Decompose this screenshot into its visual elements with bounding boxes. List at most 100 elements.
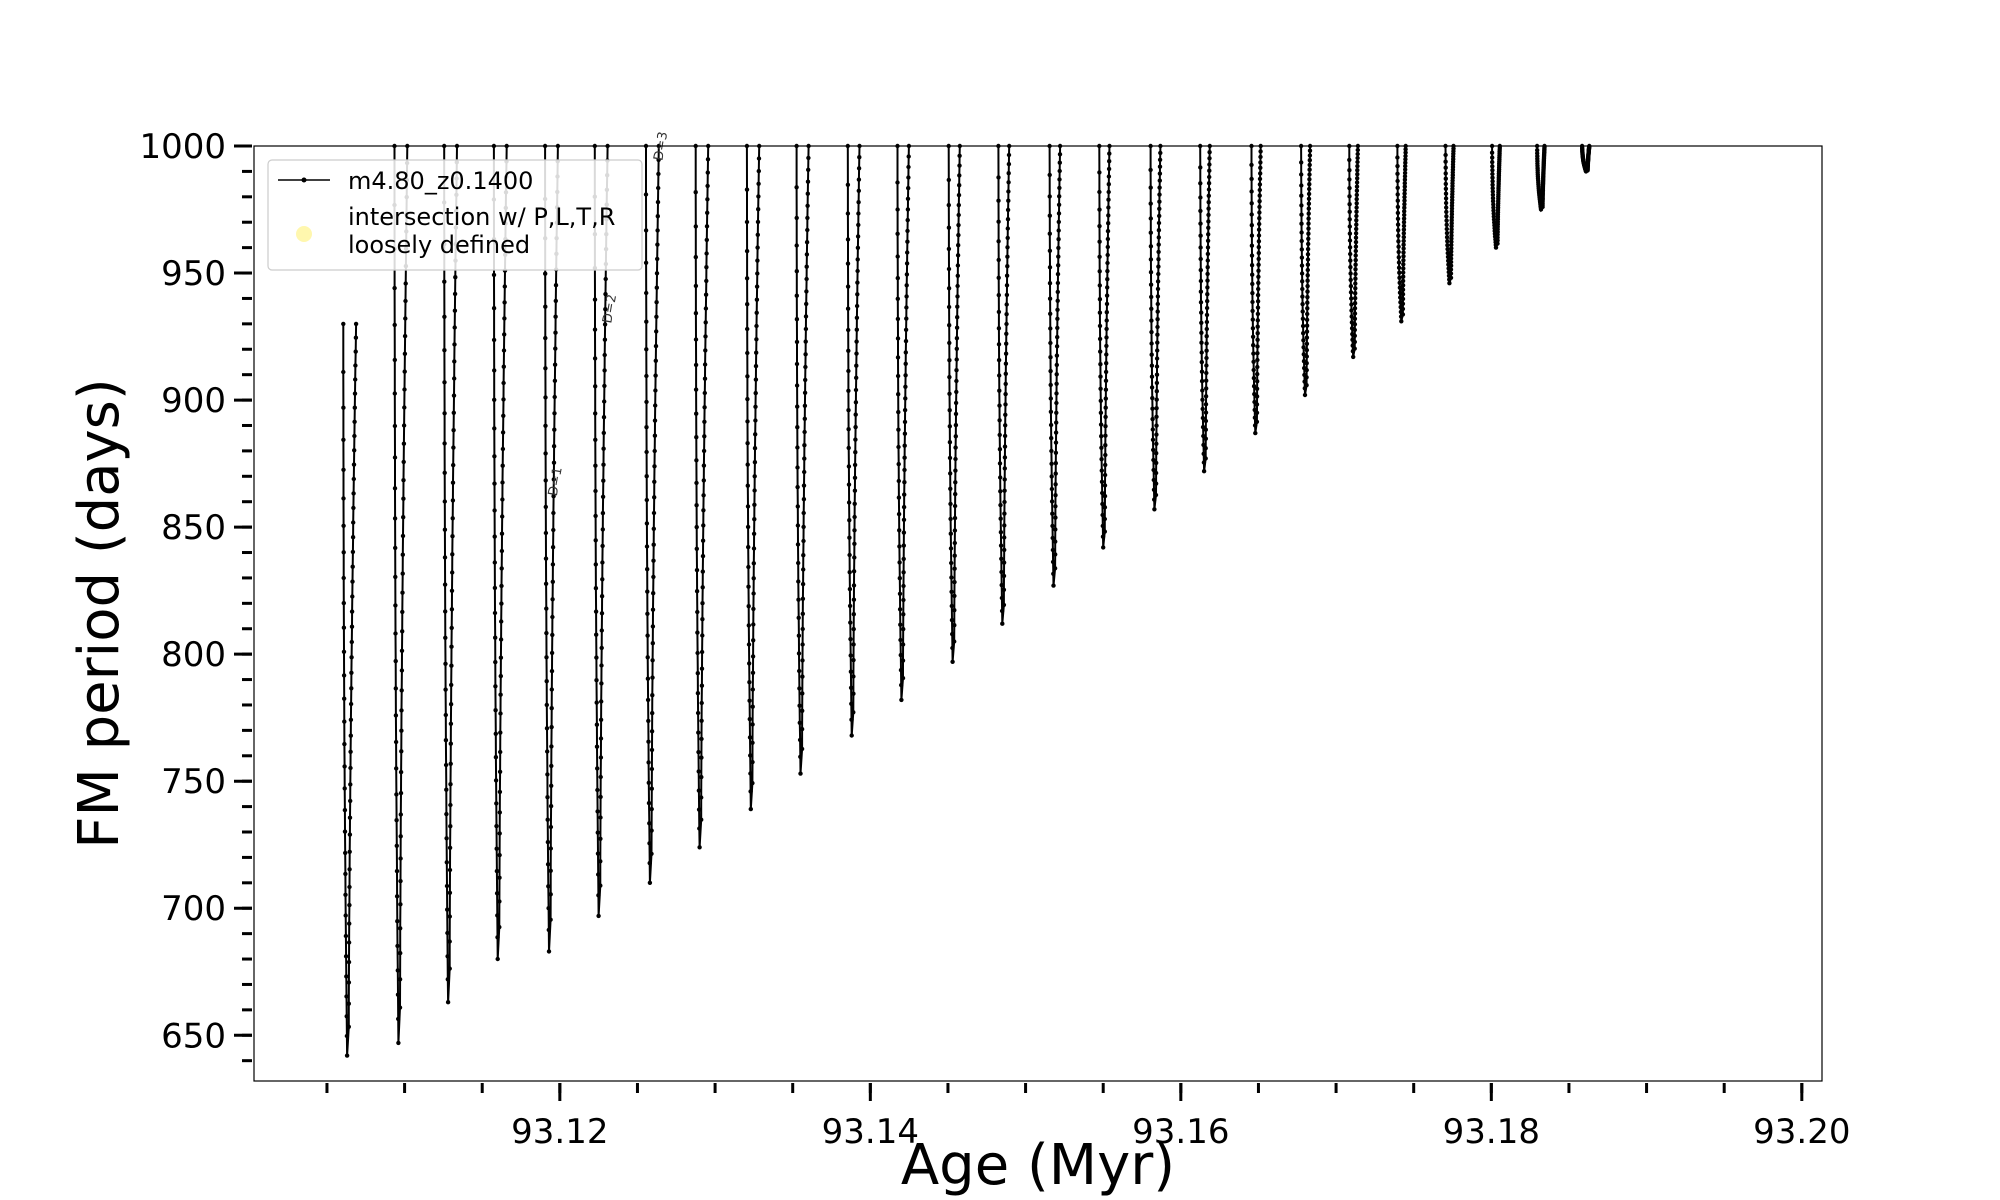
data-point [1005,254,1010,259]
data-point [1103,378,1109,383]
data-point [1395,204,1401,210]
data-point [1148,167,1153,173]
data-point [853,400,859,405]
data-point [699,817,704,822]
data-point [552,378,558,383]
data-point [1056,237,1061,242]
data-point [1006,180,1011,185]
data-point [1256,280,1261,286]
data-point [1445,250,1451,256]
data-point [1255,292,1261,298]
data-point [655,242,660,247]
data-point [1401,254,1406,259]
data-point [1395,163,1400,169]
data-point [755,271,760,276]
data-point [1201,442,1206,448]
data-point [1251,359,1256,364]
data-point [699,736,704,742]
data-point [856,211,861,216]
data-point [1251,367,1256,373]
data-point [1347,238,1353,243]
data-point [1255,357,1260,363]
data-point [997,432,1002,438]
data-point [999,582,1004,588]
data-point [493,659,498,665]
data-point [694,458,699,463]
data-point [853,424,858,430]
data-point [1307,158,1313,163]
data-point [402,369,407,374]
data-point [1105,268,1110,274]
data-point [699,795,704,800]
data-point [1402,191,1407,196]
data-point [1403,160,1408,165]
data-point [1048,326,1053,331]
x-tick-label: 93.12 [511,1112,608,1152]
data-point [1102,505,1108,510]
data-point [703,292,709,297]
data-point [746,642,752,647]
data-point [1098,398,1104,403]
data-point [997,447,1003,452]
data-point [1206,212,1211,218]
data-point [655,199,661,205]
data-point [350,594,355,599]
data-point [906,175,911,180]
data-point [1157,178,1163,183]
data-point [450,516,455,521]
data-point [1053,515,1058,520]
data-point [500,463,505,468]
data-point [450,570,455,575]
data-point [1401,258,1406,263]
data-point [594,722,600,727]
data-point [754,337,759,342]
data-point [394,868,400,874]
data-point [545,839,551,845]
data-point [1199,378,1205,384]
data-point [1003,351,1009,356]
data-point [750,704,755,709]
data-point [349,639,354,645]
data-point [847,586,853,592]
loop-25 [1534,143,1547,213]
data-point [1445,243,1450,248]
data-point [1403,163,1408,169]
data-point [1258,149,1263,154]
data-point [493,684,498,689]
data-point [548,917,553,922]
data-point [855,245,861,250]
data-point [1099,468,1105,473]
data-point [1449,249,1454,254]
data-point [1249,201,1254,206]
data-point [649,828,654,833]
data-point [703,348,708,353]
data-point [1155,348,1160,353]
data-point [549,744,554,749]
data-point [653,373,658,378]
x-axis-title: Age (Myr) [901,1133,1175,1198]
data-point [1355,151,1360,157]
data-point [393,574,398,580]
data-point [952,503,958,509]
data-point [1199,320,1204,325]
data-point [849,701,854,706]
data-point [1198,267,1204,273]
data-point [352,391,358,396]
data-point [1443,152,1448,158]
data-point [800,596,806,601]
data-point [548,803,554,809]
data-point [754,323,759,329]
data-point [753,432,758,437]
loop-line [846,145,861,736]
data-point [1256,250,1262,256]
data-point [492,368,497,373]
data-point [1102,516,1108,522]
data-point [447,914,452,919]
data-point [854,303,860,309]
data-point [901,504,907,510]
loop-line [896,145,910,700]
data-point [654,285,659,290]
data-point [552,362,558,367]
data-point [1154,414,1159,419]
data-point [498,637,504,642]
